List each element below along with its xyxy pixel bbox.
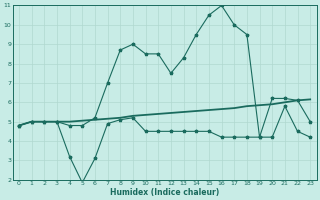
X-axis label: Humidex (Indice chaleur): Humidex (Indice chaleur) <box>110 188 219 197</box>
